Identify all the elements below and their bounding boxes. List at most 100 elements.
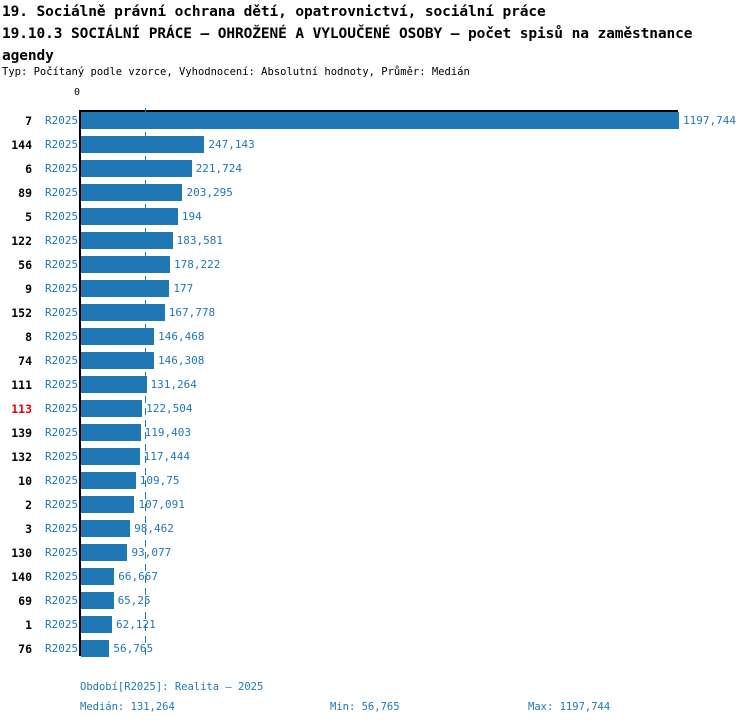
- bar-row[interactable]: 76 R2025 56,765: [0, 638, 750, 662]
- bar-value-label: 247,143: [208, 138, 255, 151]
- bar-value-label: 194: [181, 210, 202, 223]
- bar-row-period-label: R2025: [45, 402, 79, 415]
- bar-value-label: 109,75: [139, 474, 180, 487]
- bar-value-label: 146,468: [158, 330, 205, 343]
- bar-row[interactable]: 1 R2025 62,121: [0, 614, 750, 638]
- bar-row-category-label: 132: [11, 450, 32, 464]
- bar-row-category-label: 140: [11, 570, 32, 584]
- bar-row-category-label: 9: [25, 282, 32, 296]
- bar-row-period-label: R2025: [45, 522, 79, 535]
- bar-value-label: 1197,744: [683, 114, 736, 127]
- bar-row-category-label: 5: [25, 210, 32, 224]
- bar-row[interactable]: 9 R2025 177: [0, 278, 750, 302]
- bar[interactable]: [81, 328, 155, 345]
- bar-row-category-label: 1: [25, 618, 32, 632]
- bar[interactable]: [81, 592, 114, 609]
- stat-max: Max: 1197,744: [528, 701, 611, 713]
- bar-row[interactable]: 113 R2025 122,504: [0, 398, 750, 422]
- bar-row-period-label: R2025: [45, 618, 79, 631]
- bar-row-period-label: R2025: [45, 210, 79, 223]
- bar-row[interactable]: 140 R2025 66,667: [0, 566, 750, 590]
- bar-value-label: 119,403: [144, 426, 191, 439]
- bar[interactable]: [81, 424, 141, 441]
- bar-value-label: 98,462: [134, 522, 174, 535]
- bar-row[interactable]: 56 R2025 178,222: [0, 254, 750, 278]
- bar-row-category-label: 122: [11, 234, 32, 248]
- bar[interactable]: [81, 352, 155, 369]
- bar-value-label: 65,25: [117, 594, 151, 607]
- y-axis-line: [79, 110, 81, 656]
- bar-value-label: 62,121: [116, 618, 156, 631]
- bar-value-label: 203,295: [186, 186, 233, 199]
- bar[interactable]: [81, 376, 147, 393]
- bar[interactable]: [81, 496, 135, 513]
- bar[interactable]: [81, 448, 140, 465]
- bar-row[interactable]: 8 R2025 146,468: [0, 326, 750, 350]
- bar[interactable]: [81, 568, 115, 585]
- bar-value-label: 107,091: [138, 498, 185, 511]
- bar[interactable]: [81, 256, 170, 273]
- bar-row-period-label: R2025: [45, 546, 79, 559]
- bar[interactable]: [81, 160, 192, 177]
- bar[interactable]: [81, 304, 165, 321]
- bar-row-period-label: R2025: [45, 498, 79, 511]
- bar-row-category-label: 113: [11, 402, 32, 416]
- bar-row[interactable]: 152 R2025 167,778: [0, 302, 750, 326]
- bar-row-category-label: 69: [18, 594, 32, 608]
- bar-row[interactable]: 74 R2025 146,308: [0, 350, 750, 374]
- bar-row-period-label: R2025: [45, 138, 79, 151]
- page-title-line-2-continued: agendy: [2, 48, 54, 64]
- bar[interactable]: [81, 400, 143, 417]
- x-axis-zero-tick-label: 0: [74, 87, 81, 98]
- bar-row-category-label: 6: [25, 162, 32, 176]
- bar-row[interactable]: 7 R2025 1197,744: [0, 110, 750, 134]
- bar-row[interactable]: 3 R2025 98,462: [0, 518, 750, 542]
- bar-row-period-label: R2025: [45, 570, 79, 583]
- bar-row[interactable]: 89 R2025 203,295: [0, 182, 750, 206]
- page-title-line-1: 19. Sociálně právní ochrana dětí, opatro…: [2, 4, 546, 20]
- bar-row[interactable]: 130 R2025 93,077: [0, 542, 750, 566]
- plot-top-rule: [80, 110, 678, 112]
- bar-value-label: 131,264: [150, 378, 197, 391]
- bar-row[interactable]: 69 R2025 65,25: [0, 590, 750, 614]
- bar-row[interactable]: 144 R2025 247,143: [0, 134, 750, 158]
- chart-subtitle: Typ: Počítaný podle vzorce, Vyhodnocení:…: [2, 66, 470, 78]
- bar-row-category-label: 74: [18, 354, 32, 368]
- stat-median: Medián: 131,264: [80, 701, 175, 713]
- bar[interactable]: [81, 544, 128, 561]
- bar-row-period-label: R2025: [45, 186, 79, 199]
- bar-value-label: 221,724: [195, 162, 243, 175]
- bar-row[interactable]: 10 R2025 109,75: [0, 470, 750, 494]
- bar-row-period-label: R2025: [45, 474, 79, 487]
- bar-row[interactable]: 5 R2025 194: [0, 206, 750, 230]
- bar-row-category-label: 130: [11, 546, 32, 560]
- bar-row[interactable]: 122 R2025 183,581: [0, 230, 750, 254]
- bar[interactable]: [81, 472, 136, 489]
- bar[interactable]: [81, 184, 183, 201]
- bar-row-period-label: R2025: [45, 450, 79, 463]
- bar[interactable]: [81, 640, 110, 657]
- bar-value-label: 167,778: [168, 306, 216, 319]
- bar-row[interactable]: 132 R2025 117,444: [0, 446, 750, 470]
- bar-value-label: 56,765: [113, 642, 154, 655]
- bar-row-category-label: 10: [18, 474, 32, 488]
- bar-row-category-label: 89: [18, 186, 32, 200]
- bar[interactable]: [81, 232, 173, 249]
- bar[interactable]: [81, 616, 112, 633]
- bar-row[interactable]: 111 R2025 131,264: [0, 374, 750, 398]
- bar-value-label: 178,222: [173, 258, 221, 271]
- bar-row-period-label: R2025: [45, 306, 79, 319]
- bar-row[interactable]: 6 R2025 221,724: [0, 158, 750, 182]
- bar-value-label: 146,308: [158, 354, 205, 367]
- bar-row[interactable]: 139 R2025 119,403: [0, 422, 750, 446]
- bar[interactable]: [81, 208, 178, 225]
- bar[interactable]: [81, 112, 679, 129]
- bar-row[interactable]: 2 R2025 107,091: [0, 494, 750, 518]
- bar-row-category-label: 111: [11, 378, 32, 392]
- bar-row-category-label: 56: [18, 258, 32, 272]
- bar-chart-plot-area: 0 7 R2025 1197,744 144 R2025 247,143 6 R2025 221…: [0, 87, 750, 657]
- bar[interactable]: [81, 136, 205, 153]
- bar[interactable]: [81, 280, 170, 297]
- bar-value-label: 183,581: [176, 234, 224, 247]
- bar[interactable]: [81, 520, 131, 537]
